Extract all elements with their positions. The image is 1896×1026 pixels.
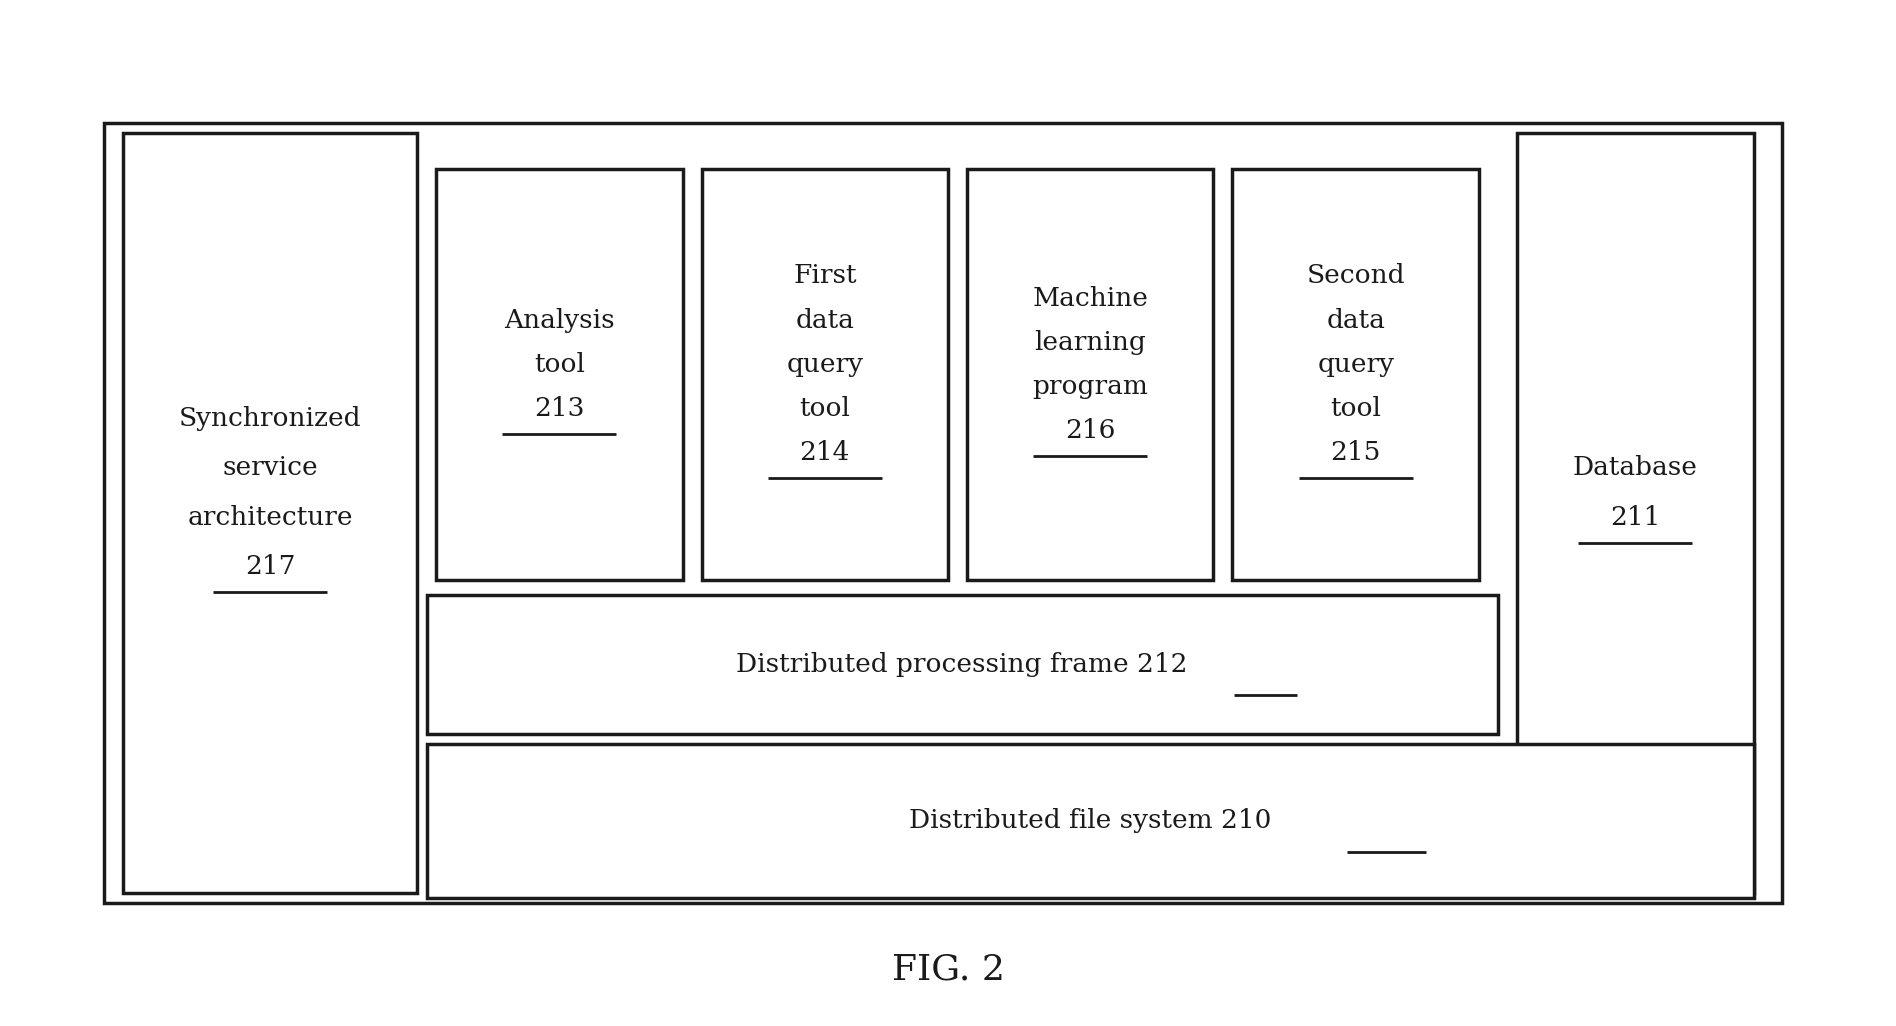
Bar [436,169,683,580]
Text: Second: Second [1306,264,1405,288]
Bar [427,744,1754,898]
Text: 216: 216 [1066,418,1115,443]
Bar [104,123,1782,903]
Text: 214: 214 [800,440,849,465]
Text: Machine: Machine [1031,285,1149,311]
Text: Analysis: Analysis [504,308,614,332]
Text: query: query [1318,352,1394,377]
Text: tool: tool [1331,396,1380,421]
Text: data: data [1325,308,1386,332]
Bar [1232,169,1479,580]
Text: Database: Database [1574,456,1697,480]
Text: 217: 217 [245,554,296,579]
Text: architecture: architecture [188,505,353,529]
Bar [967,169,1213,580]
Text: Distributed processing frame 212: Distributed processing frame 212 [736,652,1189,677]
Bar [427,595,1498,734]
Text: Synchronized: Synchronized [178,406,362,431]
Bar [702,169,948,580]
Text: tool: tool [535,352,584,377]
Bar [123,133,417,893]
Text: program: program [1031,373,1149,399]
Text: service: service [222,456,319,480]
Text: 215: 215 [1331,440,1380,465]
Text: First: First [793,264,857,288]
Text: 213: 213 [535,396,584,421]
Text: query: query [787,352,863,377]
Text: 211: 211 [1610,505,1661,529]
Text: learning: learning [1033,329,1147,355]
Text: data: data [794,308,855,332]
Text: Distributed file system 210: Distributed file system 210 [908,808,1272,833]
Text: FIG. 2: FIG. 2 [891,952,1005,987]
Text: tool: tool [800,396,849,421]
Bar [1517,133,1754,893]
